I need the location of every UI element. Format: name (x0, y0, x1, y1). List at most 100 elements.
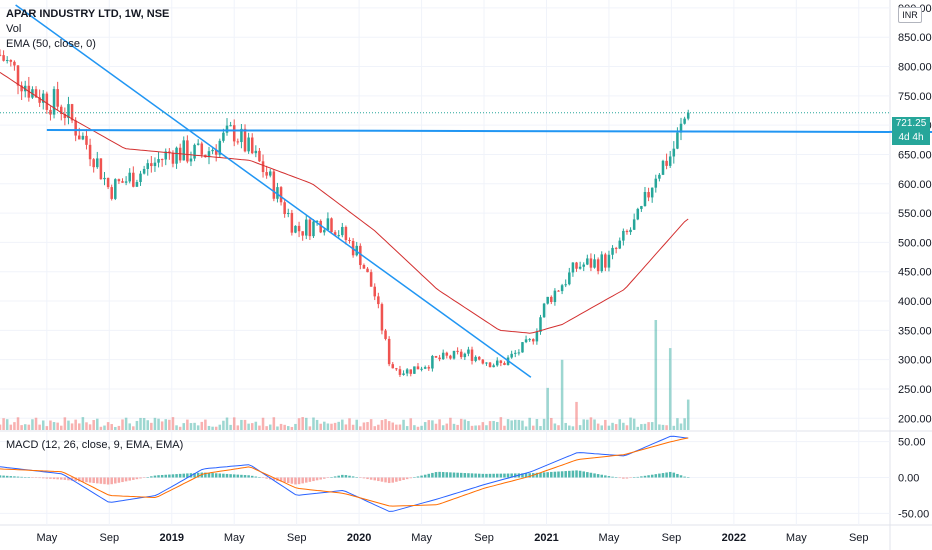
volume-bar (247, 423, 250, 430)
volume-bar (23, 424, 27, 430)
candle-body (474, 356, 477, 361)
volume-bar (679, 423, 683, 430)
candle-body (596, 259, 600, 272)
candle-body (272, 171, 276, 199)
volume-bar (27, 424, 31, 430)
macd-histogram-bar (643, 475, 647, 478)
volume-bar (517, 419, 521, 430)
candle-body (550, 296, 553, 303)
price-tick-label: 600.00 (898, 179, 932, 191)
candle-body (250, 137, 254, 154)
volume-bar (351, 424, 355, 430)
macd-histogram-bar (99, 477, 103, 484)
volume-bar (142, 418, 146, 430)
macd-histogram-bar (286, 477, 290, 484)
macd-histogram-bar (9, 476, 13, 478)
macd-histogram-bar (204, 472, 207, 478)
volume-bar (470, 425, 474, 430)
macd-histogram-bar (611, 476, 614, 478)
volume-bar (222, 420, 225, 430)
time-tick-label: May (411, 532, 432, 544)
macd-legend[interactable]: MACD (12, 26, close, 9, EMA, EMA) (6, 439, 184, 451)
volume-bar (286, 426, 290, 430)
currency-label[interactable]: INR (898, 7, 922, 23)
macd-histogram-bar (114, 477, 117, 484)
macd-histogram-bar (124, 477, 128, 482)
candle-body (196, 143, 200, 145)
volume-bar (503, 425, 506, 430)
candle-body (290, 212, 294, 233)
candle-body (514, 352, 517, 354)
volume-legend[interactable]: Vol (6, 23, 22, 35)
macd-histogram-bar (416, 476, 420, 478)
volume-bar (41, 420, 45, 430)
time-tick-label: Sep (287, 532, 307, 544)
macd-histogram-bar (629, 477, 632, 479)
macd-histogram-bar (229, 474, 232, 478)
macd-histogram-bar (351, 476, 355, 478)
candle-body (258, 150, 261, 162)
macd-histogram-bar (474, 473, 477, 478)
macd-histogram-bar (128, 477, 131, 481)
macd-histogram-bar (20, 476, 23, 478)
volume-bar (362, 422, 366, 430)
price-tick-label: 400.00 (898, 296, 932, 308)
volume-bar (153, 417, 157, 430)
volume-bar (557, 425, 560, 430)
candle-body (359, 245, 362, 266)
macd-histogram-bar (218, 473, 222, 478)
macd-histogram-bar (150, 476, 153, 478)
macd-histogram-bar (445, 472, 449, 478)
macd-histogram-bar (225, 473, 229, 478)
volume-bar (52, 422, 56, 430)
macd-histogram-bar (614, 477, 618, 478)
candle-body (189, 158, 193, 162)
macd-histogram-bar (157, 475, 160, 478)
volume-bar (258, 425, 261, 430)
candle-body (445, 352, 449, 356)
macd-histogram-bar (85, 477, 88, 483)
volume-bar (254, 421, 258, 430)
candle-body (654, 178, 658, 188)
macd-histogram-bar (265, 477, 268, 479)
time-tick-label: 2021 (534, 532, 558, 544)
volume-bar (441, 425, 445, 430)
ema-legend[interactable]: EMA (50, close, 0) (6, 38, 96, 50)
candle-body (117, 179, 121, 182)
macd-histogram-bar (467, 473, 470, 478)
macd-histogram-bar (250, 475, 254, 478)
macd-histogram-bar (63, 477, 67, 480)
macd-histogram-bar (305, 477, 308, 483)
candle-body (391, 364, 395, 369)
macd-histogram-bar (557, 471, 560, 478)
macd-histogram-bar (344, 475, 348, 478)
macd-histogram-bar (164, 474, 168, 478)
macd-histogram-bar (175, 474, 178, 478)
volume-bar (128, 423, 131, 430)
candle-body (632, 219, 636, 230)
macd-histogram-bar (409, 477, 413, 479)
volume-bar (182, 423, 186, 430)
macd-histogram-bar (492, 473, 495, 478)
macd-histogram-bar (196, 472, 200, 478)
countdown-tag: 4d 4h (892, 131, 930, 145)
candle-body (377, 296, 380, 305)
macd-histogram-bar (283, 477, 286, 483)
candle-body (571, 262, 575, 273)
macd-histogram-bar (70, 477, 74, 481)
volume-bar (488, 421, 492, 430)
price-tick-label: 200.00 (898, 413, 932, 425)
macd-histogram-bar (52, 477, 56, 480)
macd-histogram-bar (384, 477, 387, 483)
candle-body (142, 168, 146, 174)
macd-histogram-bar (182, 473, 186, 478)
macd-histogram-bar (420, 475, 423, 478)
volume-bar (398, 424, 402, 430)
macd-histogram-bar (49, 477, 52, 479)
chart-title[interactable]: APAR INDUSTRY LTD, 1W, NSE (6, 8, 170, 20)
volume-bar (301, 417, 304, 430)
macd-histogram-bar (243, 475, 247, 478)
volume-bar (312, 417, 315, 430)
price-tick-label: 850.00 (898, 32, 932, 44)
